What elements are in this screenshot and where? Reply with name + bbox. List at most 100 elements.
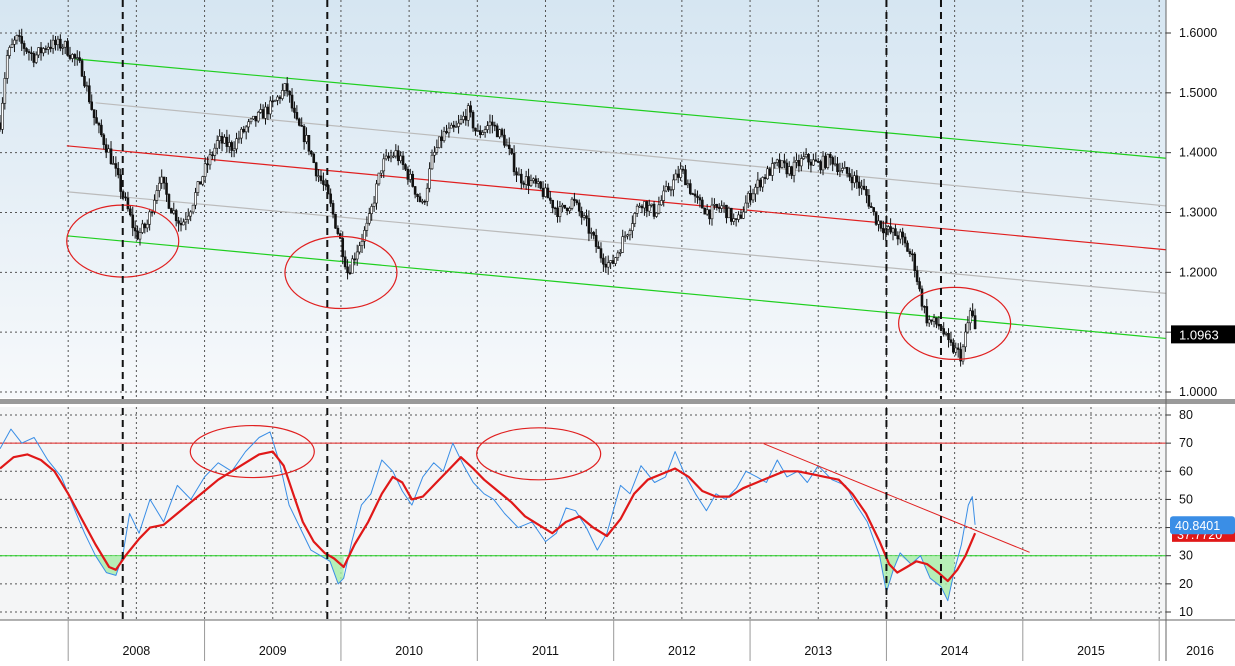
oscillator-levels xyxy=(0,442,1166,557)
candle-body xyxy=(256,111,260,122)
candle-body xyxy=(18,35,21,37)
candle-body xyxy=(672,179,675,190)
trend-line-channel-bottom xyxy=(66,235,1167,340)
y-tick-label: 50 xyxy=(1179,492,1193,506)
candle-body xyxy=(807,153,810,163)
x-tick-label: 2014 xyxy=(941,644,969,658)
candle-body xyxy=(160,176,164,184)
candle-body xyxy=(845,167,849,174)
candle-body xyxy=(544,187,547,197)
candle-body xyxy=(211,154,214,157)
y-tick-label: 1.0000 xyxy=(1179,385,1217,399)
candle-body xyxy=(664,186,668,192)
trend-line-channel-top xyxy=(74,58,1167,159)
candle-body xyxy=(935,317,938,325)
candle-body xyxy=(322,180,325,185)
candle-body xyxy=(133,227,137,232)
fast-value-box xyxy=(1170,516,1235,535)
candle-body xyxy=(375,183,378,204)
candle-body xyxy=(389,155,393,159)
candle-body xyxy=(534,178,538,184)
candle-body xyxy=(773,162,777,164)
candle-body xyxy=(334,213,337,229)
candle-body xyxy=(319,175,323,181)
y-tick-label: 30 xyxy=(1179,549,1193,563)
candle-body xyxy=(440,136,443,141)
candle-body xyxy=(59,38,62,49)
candle-body xyxy=(824,155,827,168)
candle-body xyxy=(409,173,412,180)
candle-body xyxy=(223,136,226,144)
candle-body xyxy=(138,232,142,240)
candle-body xyxy=(746,192,750,204)
candle-body xyxy=(860,185,863,189)
candle-body xyxy=(457,122,460,127)
candle-body xyxy=(498,129,501,138)
candle-body xyxy=(360,240,364,247)
candle-body xyxy=(836,163,839,173)
oscillator-series xyxy=(0,424,1030,602)
candle-body xyxy=(179,222,183,226)
candle-body xyxy=(676,173,680,178)
candle-body xyxy=(964,331,967,348)
candle-body xyxy=(186,215,190,220)
price-panel-bg xyxy=(0,0,1166,398)
candle-body xyxy=(633,213,637,224)
candle-body xyxy=(177,220,180,224)
candle-body xyxy=(215,140,219,149)
candle-body xyxy=(790,166,793,176)
candle-body xyxy=(819,161,822,171)
candle-body xyxy=(520,173,523,184)
oversold-fill xyxy=(879,555,955,601)
candle-body xyxy=(546,187,550,199)
candle-body xyxy=(476,130,480,132)
candle-body xyxy=(920,288,924,307)
candle-body xyxy=(295,112,299,120)
candle-body xyxy=(445,131,448,134)
candle-body xyxy=(802,156,806,159)
candle-body xyxy=(848,173,851,178)
candle-body xyxy=(643,201,646,209)
candle-body xyxy=(20,36,24,44)
candle-body xyxy=(553,207,557,210)
candle-body xyxy=(290,94,294,109)
candle-body xyxy=(515,171,518,176)
candle-body xyxy=(25,48,28,52)
candle-body xyxy=(384,155,388,160)
candle-body xyxy=(722,204,726,207)
candle-body xyxy=(305,135,308,143)
candle-body xyxy=(918,281,921,290)
candle-body xyxy=(30,52,33,54)
candle-body xyxy=(647,205,651,212)
candle-body xyxy=(621,236,624,253)
candle-body xyxy=(693,193,697,197)
candle-body xyxy=(956,347,960,350)
candle-body xyxy=(959,349,962,362)
candle-body xyxy=(232,148,236,151)
candle-body xyxy=(145,223,149,229)
candle-body xyxy=(131,214,135,229)
candle-body xyxy=(264,106,267,119)
candle-body xyxy=(582,215,586,218)
candle-body xyxy=(783,160,786,164)
candle-body xyxy=(732,218,736,222)
candle-body xyxy=(669,189,673,191)
candle-body xyxy=(478,130,482,135)
candle-body xyxy=(459,119,463,124)
candle-body xyxy=(599,248,603,259)
candle-body xyxy=(558,206,562,218)
candle-body xyxy=(568,208,571,212)
candle-body xyxy=(83,75,86,87)
highlight-ellipse xyxy=(476,427,602,481)
candle-body xyxy=(841,168,844,171)
candle-body xyxy=(401,155,405,165)
candle-body xyxy=(63,41,67,48)
candle-body xyxy=(804,153,808,158)
candle-body xyxy=(252,115,255,120)
candle-body xyxy=(587,218,591,234)
candle-body xyxy=(688,183,692,194)
candle-body xyxy=(597,246,600,249)
candle-body xyxy=(563,204,567,209)
candle-body xyxy=(947,333,950,341)
candle-body xyxy=(734,218,738,220)
